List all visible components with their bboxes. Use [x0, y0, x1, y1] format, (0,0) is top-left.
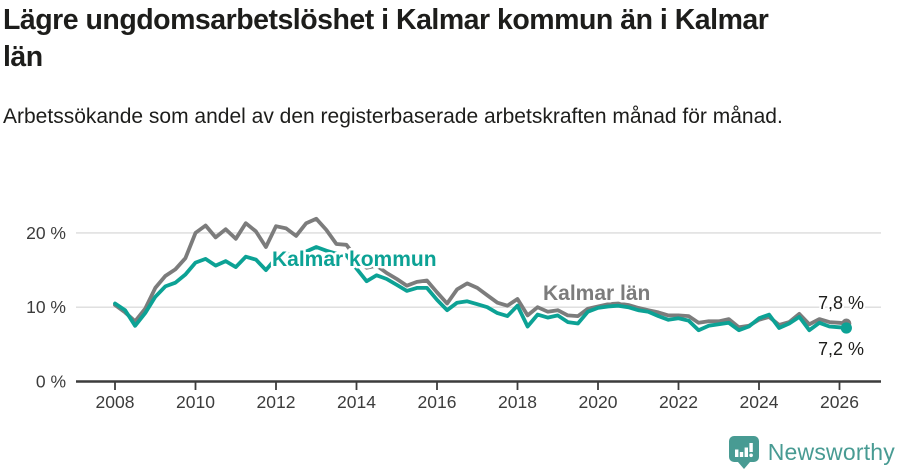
series-label: Kalmar kommun — [272, 248, 437, 271]
x-tick-label: 2022 — [659, 392, 698, 412]
end-value-label: 7,8 % — [818, 293, 864, 313]
x-tick-label: 2010 — [176, 392, 215, 412]
bar-chart-pin-icon — [728, 436, 759, 469]
chart-title: Lägre ungdomsarbetslöshet i Kalmar kommu… — [3, 4, 769, 73]
series-line-kalmar-kommun — [113, 245, 849, 333]
x-tick-label: 2012 — [257, 392, 296, 412]
series-end-dot — [840, 322, 852, 334]
x-tick-label: 2016 — [418, 392, 457, 412]
y-tick-label: 20 % — [26, 223, 66, 243]
newsworthy-wordmark: Newsworthy — [767, 439, 895, 465]
series-line-kalmar-l-n — [113, 216, 849, 330]
y-tick-label: 10 % — [26, 297, 66, 317]
x-tick-label: 2020 — [579, 392, 618, 412]
x-tick-label: 2026 — [820, 392, 859, 412]
chart-subtitle: Arbetssökande som andel av den registerb… — [3, 105, 783, 128]
newsworthy-logo[interactable]: Newsworthy — [728, 435, 895, 470]
end-value-label: 7,2 % — [818, 339, 864, 359]
x-tick-label: 2024 — [740, 392, 779, 412]
x-tick-label: 2014 — [337, 392, 376, 412]
y-tick-label: 0 % — [36, 372, 66, 392]
x-tick-label: 2008 — [96, 392, 135, 412]
x-tick-label: 2018 — [498, 392, 537, 412]
series-label: Kalmar län — [543, 282, 650, 305]
